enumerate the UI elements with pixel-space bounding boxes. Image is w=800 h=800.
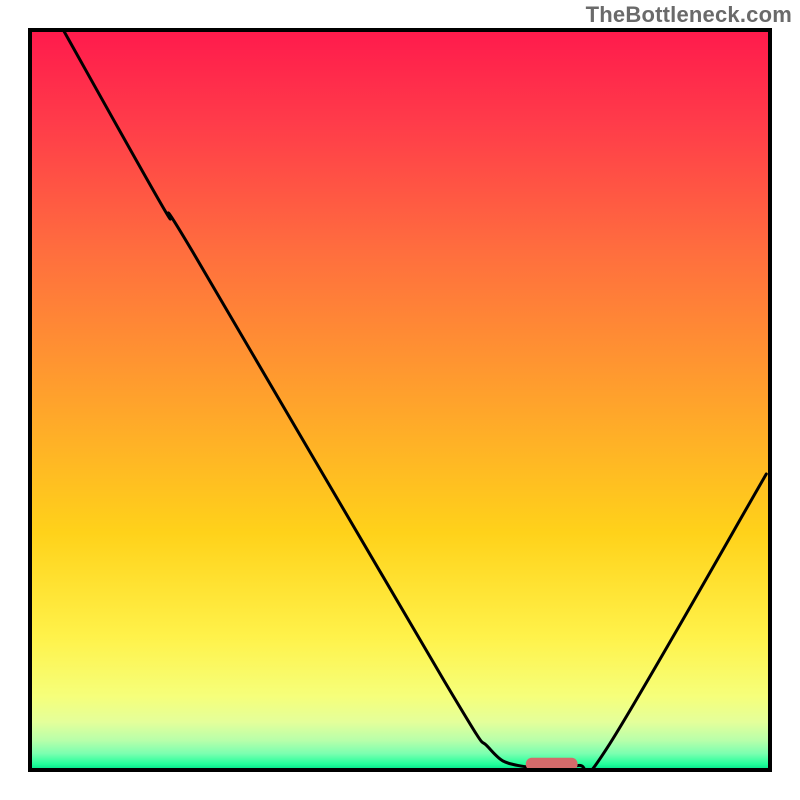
chart-container: TheBottleneck.com — [0, 0, 800, 800]
bottleneck-chart — [0, 0, 800, 800]
